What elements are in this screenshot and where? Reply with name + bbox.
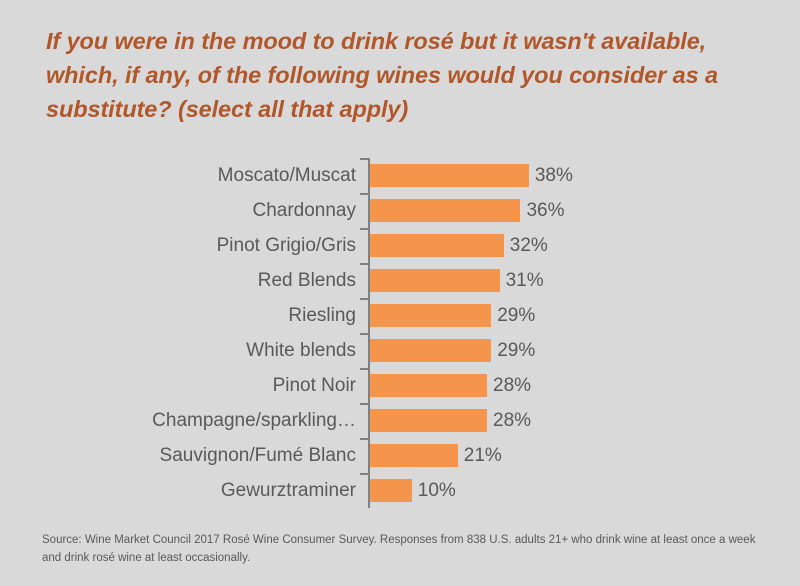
source-note: Source: Wine Market Council 2017 Rosé Wi…	[42, 534, 756, 564]
axis-tick	[360, 333, 368, 335]
axis-tick	[360, 193, 368, 195]
axis-tick	[360, 473, 368, 475]
axis-tick	[360, 403, 368, 405]
bar-row: White blends 29%	[0, 333, 800, 368]
bar-value-label: 28%	[493, 375, 532, 396]
bar	[370, 164, 529, 187]
category-label: Moscato/Muscat	[217, 165, 356, 186]
bar-value-label: 29%	[497, 340, 536, 361]
bar-row: Pinot Noir 28%	[0, 368, 800, 403]
bar	[370, 444, 458, 467]
category-label: Riesling	[288, 305, 356, 326]
category-label: Red Blends	[257, 270, 356, 291]
category-label: Pinot Noir	[272, 375, 356, 396]
bar-row: Moscato/Muscat 38%	[0, 158, 800, 193]
bar-value-label: 29%	[497, 305, 536, 326]
bar	[370, 234, 504, 257]
axis-tick	[360, 438, 368, 440]
bar-value-label: 28%	[493, 410, 532, 431]
category-label: Champagne/sparkling…	[152, 410, 356, 431]
bar	[370, 374, 488, 397]
axis-tick	[360, 298, 368, 300]
bar-row: Riesling 29%	[0, 298, 800, 333]
bar-row: Gewurztraminer 10%	[0, 473, 800, 508]
category-label: Gewurztraminer	[220, 480, 356, 501]
bar	[370, 269, 500, 292]
bar-value-label: 32%	[509, 235, 548, 256]
bar-value-label: 31%	[505, 270, 544, 291]
axis-tick	[360, 368, 368, 370]
bar-chart-plot-area: Moscato/Muscat 38% Chardonnay 36% Pinot Grig…	[0, 158, 800, 510]
axis-tick	[360, 263, 368, 265]
bar-row: Pinot Grigio/Gris 32%	[0, 228, 800, 263]
bar-row: Chardonnay 36%	[0, 193, 800, 228]
bar-row: Red Blends 31%	[0, 263, 800, 298]
category-label: Sauvignon/Fumé Blanc	[159, 445, 356, 466]
bar	[370, 304, 492, 327]
category-label: White blends	[246, 340, 356, 361]
bar-value-label: 38%	[534, 165, 573, 186]
axis-tick	[360, 228, 368, 230]
bar	[370, 479, 412, 502]
category-label: Pinot Grigio/Gris	[216, 235, 356, 256]
bar-value-label: 36%	[526, 200, 565, 221]
bar	[370, 199, 521, 222]
bar-row: Sauvignon/Fumé Blanc 21%	[0, 438, 800, 473]
page-title: If you were in the mood to drink rosé bu…	[46, 28, 718, 122]
bar-row: Champagne/sparkling… 28%	[0, 403, 800, 438]
bar	[370, 409, 488, 432]
bar	[370, 339, 492, 362]
bar-value-label: 10%	[417, 480, 456, 501]
category-label: Chardonnay	[252, 200, 356, 221]
axis-tick	[360, 158, 368, 160]
category-axis-line	[368, 158, 370, 508]
bar-value-label: 21%	[463, 445, 502, 466]
